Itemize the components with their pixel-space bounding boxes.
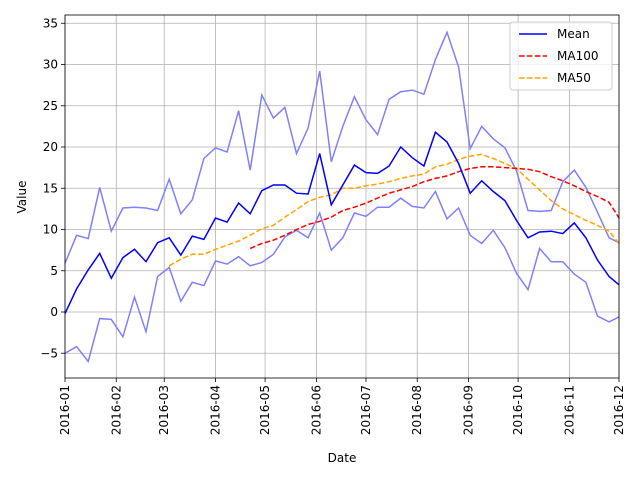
axes: −5 0 5 10 15 20 25 30 35 2016-01 2016-02 2016-03 201… xyxy=(40,14,626,435)
y-tick-label: −5 xyxy=(40,346,58,360)
band-lower-line xyxy=(64,189,620,364)
series-line-ma100 xyxy=(249,166,620,250)
legend-label-ma50: MA50 xyxy=(557,71,591,85)
band-lines xyxy=(64,30,620,364)
legend-box xyxy=(509,21,613,91)
legend-label-mean: Mean xyxy=(557,27,590,41)
x-tick-label: 2016-10 xyxy=(511,385,525,435)
series-lines xyxy=(64,130,620,314)
x-tick-label: 2016-03 xyxy=(157,385,171,435)
x-tick-label: 2016-09 xyxy=(462,385,476,435)
y-tick-label: 35 xyxy=(43,16,58,30)
x-tick-label: 2016-07 xyxy=(359,385,373,435)
x-tick-label: 2016-12 xyxy=(612,385,626,435)
x-tick-label: 2016-06 xyxy=(309,385,323,435)
plot-frame xyxy=(64,14,620,379)
x-tick-label: 2016-02 xyxy=(109,385,123,435)
y-tick-label: 5 xyxy=(50,264,58,278)
legend-label-ma100: MA100 xyxy=(557,49,598,63)
series-line-ma50 xyxy=(168,153,620,267)
y-tick-label: 10 xyxy=(43,223,58,237)
x-tick-label: 2016-04 xyxy=(208,385,222,435)
x-tick-label: 2016-05 xyxy=(258,385,272,435)
x-tick-label: 2016-11 xyxy=(562,385,576,435)
y-tick-label: 30 xyxy=(43,58,58,72)
x-tick-label: 2016-01 xyxy=(58,385,72,435)
legend: Mean MA100 MA50 xyxy=(509,21,613,91)
y-tick-label: 15 xyxy=(43,181,58,195)
y-tick-label: 20 xyxy=(43,140,58,154)
x-tick-label: 2016-08 xyxy=(410,385,424,435)
y-axis-label: Value xyxy=(15,181,29,214)
x-axis-label: Date xyxy=(328,451,357,465)
series-line-mean xyxy=(64,130,620,314)
y-tick-label: 25 xyxy=(43,99,58,113)
y-tick-label: 0 xyxy=(50,305,58,319)
band-upper-line xyxy=(64,30,620,264)
